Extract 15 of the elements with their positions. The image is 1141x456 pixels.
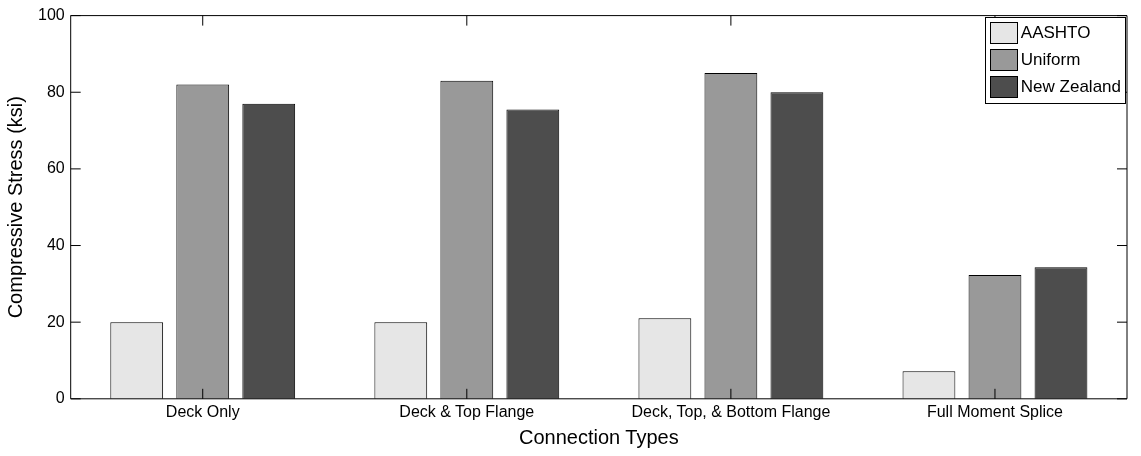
y-tick-label: 0 [55, 389, 65, 407]
y-tick-label: 20 [46, 312, 65, 330]
y-tick-label: 100 [37, 6, 65, 24]
y-axis-title: Compressive Stress (ksi) [3, 96, 26, 319]
legend-label: Uniform [1020, 50, 1081, 71]
y-tick-label: 60 [46, 159, 65, 177]
legend-label: AASHTO [1020, 23, 1091, 44]
x-axis-title: Connection Types [518, 425, 679, 448]
y-tick-label: 80 [46, 82, 65, 100]
x-tick-label: Deck & Top Flange [399, 402, 535, 420]
x-tick-label: Full Moment Splice [926, 402, 1064, 420]
x-tick-label: Deck, Top, & Bottom Flange [631, 402, 831, 420]
legend-label: New Zealand [1020, 77, 1121, 98]
x-tick-label: Deck Only [165, 402, 240, 420]
y-tick-label: 40 [46, 235, 65, 253]
